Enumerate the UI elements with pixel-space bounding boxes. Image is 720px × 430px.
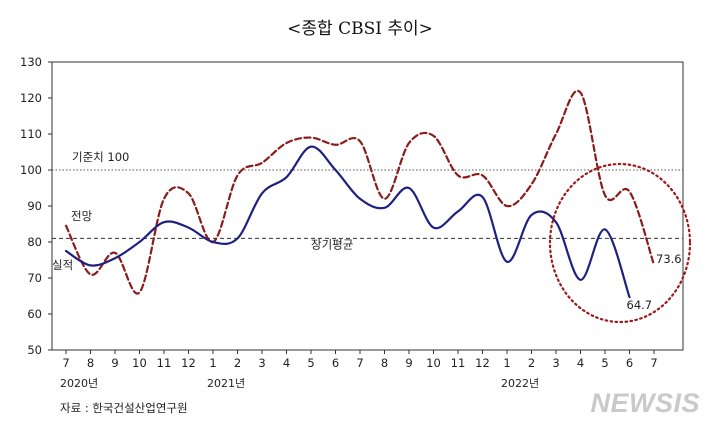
y-tick-label: 70 xyxy=(27,271,42,285)
y-tick-label: 100 xyxy=(20,163,42,177)
x-tick-label: 11 xyxy=(157,356,172,370)
long-term-average-label: 장기평균 xyxy=(311,237,353,251)
x-tick-label: 10 xyxy=(426,356,441,370)
actual-series-label: 실적 xyxy=(52,258,73,272)
x-tick-label: 5 xyxy=(601,356,608,370)
series-forecast-line xyxy=(64,89,656,295)
x-tick-label: 5 xyxy=(307,356,314,370)
y-tick-label: 60 xyxy=(27,307,42,321)
source-note: 자료 : 한국건설산업연구원 xyxy=(60,401,188,415)
x-tick-label: 12 xyxy=(475,356,490,370)
x-tick-label: 1 xyxy=(503,356,510,370)
y-tick-label: 80 xyxy=(27,235,42,249)
x-tick-label: 1 xyxy=(209,356,216,370)
series-actual-line xyxy=(64,145,631,299)
highlight-circle xyxy=(548,162,692,324)
plot-frame xyxy=(51,61,684,351)
x-tick-label: 10 xyxy=(132,356,147,370)
year-label: 2020년 xyxy=(60,377,98,390)
x-tick-label: 8 xyxy=(381,356,388,370)
x-tick-label: 6 xyxy=(332,356,339,370)
chart-title: <종합 CBSI 추이> xyxy=(287,19,433,39)
y-tick-label: 120 xyxy=(20,91,42,105)
x-tick-label: 3 xyxy=(552,356,559,370)
x-tick-label: 12 xyxy=(181,356,196,370)
year-label: 2022년 xyxy=(501,377,539,390)
last-actual-value-label: 64.7 xyxy=(627,298,653,312)
year-label: 2021년 xyxy=(207,377,245,390)
y-tick-label: 110 xyxy=(20,127,42,141)
x-tick-label: 2 xyxy=(234,356,241,370)
x-tick-label: 7 xyxy=(62,356,69,370)
y-tick-label: 130 xyxy=(20,55,42,69)
x-tick-label: 9 xyxy=(405,356,412,370)
last-forecast-value-label: 73.6 xyxy=(656,252,682,266)
x-tick-label: 11 xyxy=(451,356,466,370)
x-tick-label: 7 xyxy=(650,356,657,370)
x-tick-label: 8 xyxy=(87,356,94,370)
x-tick-label: 7 xyxy=(356,356,363,370)
newsis-watermark: NEWSIS xyxy=(590,388,700,418)
x-tick-label: 9 xyxy=(111,356,118,370)
x-tick-label: 6 xyxy=(626,356,633,370)
baseline-100-label: 기준치 100 xyxy=(72,150,129,164)
y-tick-label: 50 xyxy=(27,343,42,357)
y-tick-label: 90 xyxy=(27,199,42,213)
x-tick-label: 4 xyxy=(283,356,290,370)
x-tick-label: 3 xyxy=(258,356,265,370)
forecast-series-label: 전망 xyxy=(71,209,93,223)
x-tick-label: 4 xyxy=(577,356,584,370)
x-tick-label: 2 xyxy=(528,356,535,370)
